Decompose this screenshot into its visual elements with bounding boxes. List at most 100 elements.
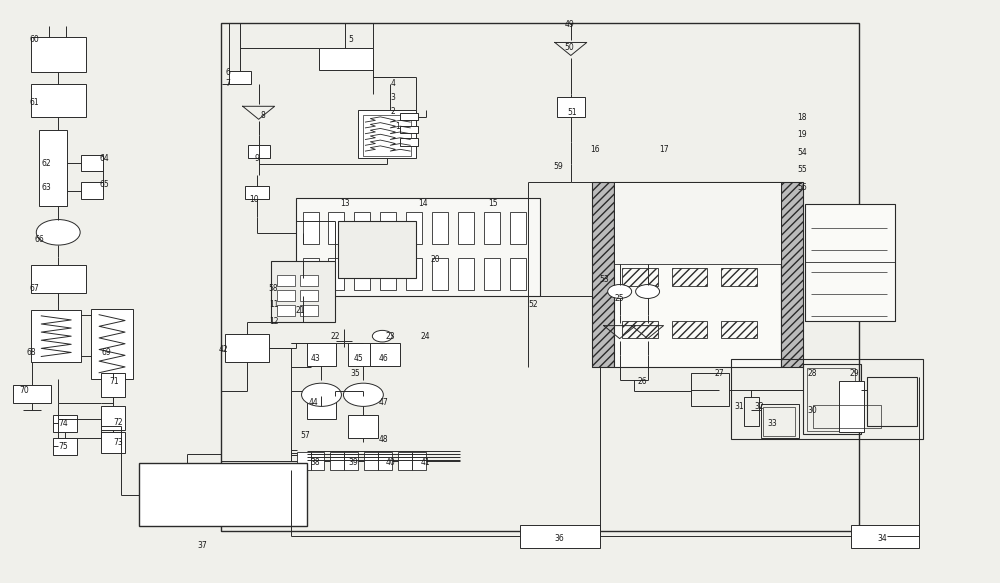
Text: 68: 68 [26,348,36,357]
Polygon shape [277,305,295,316]
Text: 9: 9 [255,153,260,163]
Polygon shape [229,71,251,84]
Text: 40: 40 [385,458,395,467]
Text: 55: 55 [797,165,807,174]
Polygon shape [330,452,358,470]
Polygon shape [400,138,418,146]
Polygon shape [245,186,269,199]
Polygon shape [31,37,86,72]
Circle shape [36,220,80,245]
Polygon shape [432,258,448,290]
Text: 23: 23 [385,332,395,340]
Polygon shape [300,290,318,301]
Polygon shape [398,452,426,470]
Polygon shape [354,212,370,244]
Polygon shape [81,182,103,199]
Text: 70: 70 [19,385,29,395]
Polygon shape [510,258,526,290]
Polygon shape [248,145,270,158]
Text: 29: 29 [849,370,859,378]
Polygon shape [91,309,133,378]
Text: 6: 6 [226,68,231,77]
Text: 73: 73 [113,438,123,447]
Polygon shape [53,438,77,455]
Text: 10: 10 [250,195,259,204]
Polygon shape [458,212,474,244]
Text: 47: 47 [378,398,388,408]
Text: 41: 41 [420,458,430,467]
Text: 50: 50 [565,43,575,52]
Text: 25: 25 [615,294,624,303]
Polygon shape [300,275,318,286]
Circle shape [372,331,392,342]
Polygon shape [307,396,336,419]
Polygon shape [354,258,370,290]
Text: 45: 45 [353,354,363,363]
Text: 17: 17 [660,145,669,154]
Text: 72: 72 [113,417,123,427]
Polygon shape [303,212,319,244]
Text: 54: 54 [797,147,807,157]
Text: 5: 5 [348,34,353,44]
Polygon shape [484,212,500,244]
Polygon shape [297,452,324,470]
Polygon shape [348,415,378,438]
Text: 13: 13 [340,199,350,208]
Text: 35: 35 [350,370,360,378]
Text: 43: 43 [311,354,320,363]
Text: 57: 57 [301,431,310,440]
Polygon shape [338,222,416,278]
Text: 27: 27 [714,370,724,378]
Polygon shape [851,525,919,548]
Text: 7: 7 [226,79,231,88]
Circle shape [636,285,660,298]
Text: 49: 49 [565,20,575,29]
Text: 39: 39 [348,458,358,467]
Polygon shape [53,415,77,432]
Text: 21: 21 [296,305,305,315]
Text: 59: 59 [554,162,564,171]
Text: 74: 74 [58,419,68,429]
Polygon shape [484,258,500,290]
Text: 65: 65 [99,180,109,189]
Polygon shape [13,385,51,403]
Polygon shape [348,343,378,366]
Text: 48: 48 [378,435,388,444]
Polygon shape [370,343,400,366]
Text: 26: 26 [638,377,647,386]
Text: 36: 36 [555,533,565,543]
Text: 2: 2 [390,107,395,116]
Polygon shape [277,290,295,301]
Text: 60: 60 [29,34,39,44]
Text: 20: 20 [430,255,440,264]
Polygon shape [31,310,81,362]
Polygon shape [406,212,422,244]
Polygon shape [277,275,295,286]
Text: 69: 69 [101,348,111,357]
Text: 15: 15 [488,199,498,208]
Text: 16: 16 [590,145,599,154]
Polygon shape [101,406,125,430]
Polygon shape [307,343,336,366]
Text: 24: 24 [420,332,430,340]
Text: 30: 30 [807,406,817,415]
Polygon shape [592,182,614,367]
Polygon shape [328,212,344,244]
Circle shape [608,285,632,298]
Polygon shape [614,182,781,264]
Polygon shape [303,258,319,290]
Text: 31: 31 [734,402,744,411]
Text: 51: 51 [568,108,577,117]
Text: 19: 19 [797,131,807,139]
Text: 12: 12 [270,317,279,326]
Text: 8: 8 [261,111,265,120]
Text: 11: 11 [270,300,279,309]
Text: 3: 3 [390,93,395,101]
Polygon shape [380,258,396,290]
Polygon shape [781,182,803,367]
Polygon shape [614,182,781,367]
Text: 46: 46 [378,354,388,363]
Circle shape [302,383,341,406]
Polygon shape [805,205,895,321]
Polygon shape [839,381,864,432]
